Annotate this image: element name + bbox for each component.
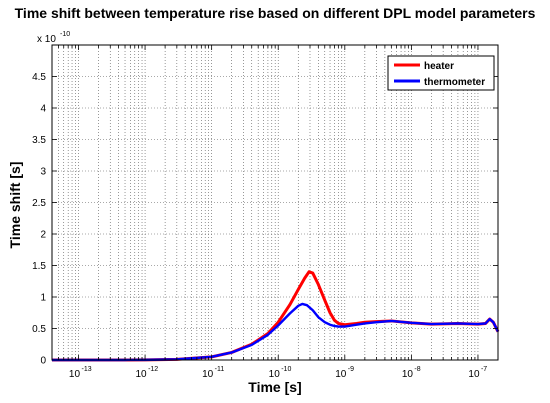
x-tick-label: 10: [402, 369, 414, 380]
y-tick-label: 0: [40, 356, 46, 367]
x-tick-label-exponent: -10: [281, 366, 291, 373]
x-tick-label-exponent: -11: [215, 366, 225, 373]
x-tick-label: 10: [202, 369, 214, 380]
x-tick-label-exponent: -12: [148, 366, 158, 373]
x-tick-label: 10: [269, 369, 281, 380]
legend-label-heater: heater: [424, 61, 454, 72]
y-multiplier-exponent: -10: [60, 31, 70, 38]
y-tick-label: 3: [40, 167, 46, 178]
y-tick-label: 1: [40, 293, 46, 304]
x-axis-label: Time [s]: [248, 379, 301, 395]
y-tick-label: 2: [40, 230, 46, 241]
x-tick-label: 10: [69, 369, 81, 380]
x-tick-label: 10: [468, 369, 480, 380]
x-tick-label: 10: [136, 369, 148, 380]
legend-box: [387, 55, 495, 91]
chart-title: Time shift between temperature rise base…: [15, 5, 536, 21]
y-tick-label: 3.5: [32, 135, 46, 146]
tick-layer: 00.511.522.533.544.510 -13 10 -12 10 -11 10 -10…: [32, 45, 499, 380]
x-tick-label-exponent: -9: [348, 366, 354, 373]
y-axis-label: Time shift [s]: [7, 162, 23, 249]
x-tick-label: 10: [335, 369, 347, 380]
legend-label-thermometer: thermometer: [424, 77, 485, 88]
x-tick-label-exponent: -8: [414, 366, 420, 373]
series-line-thermometer: [52, 302, 500, 362]
series-layer: [52, 270, 500, 362]
x-tick-label-exponent: -13: [81, 366, 91, 373]
y-multiplier-base: x 10: [37, 34, 56, 45]
y-tick-label: 0.5: [32, 324, 46, 335]
y-tick-label: 4: [40, 104, 46, 115]
x-tick-label-exponent: -7: [481, 366, 487, 373]
legend: heater thermometer: [387, 55, 495, 91]
y-tick-label: 4.5: [32, 72, 46, 83]
y-tick-label: 1.5: [32, 261, 46, 272]
y-tick-label: 2.5: [32, 198, 46, 209]
y-multiplier: x 10 -10: [37, 31, 70, 45]
